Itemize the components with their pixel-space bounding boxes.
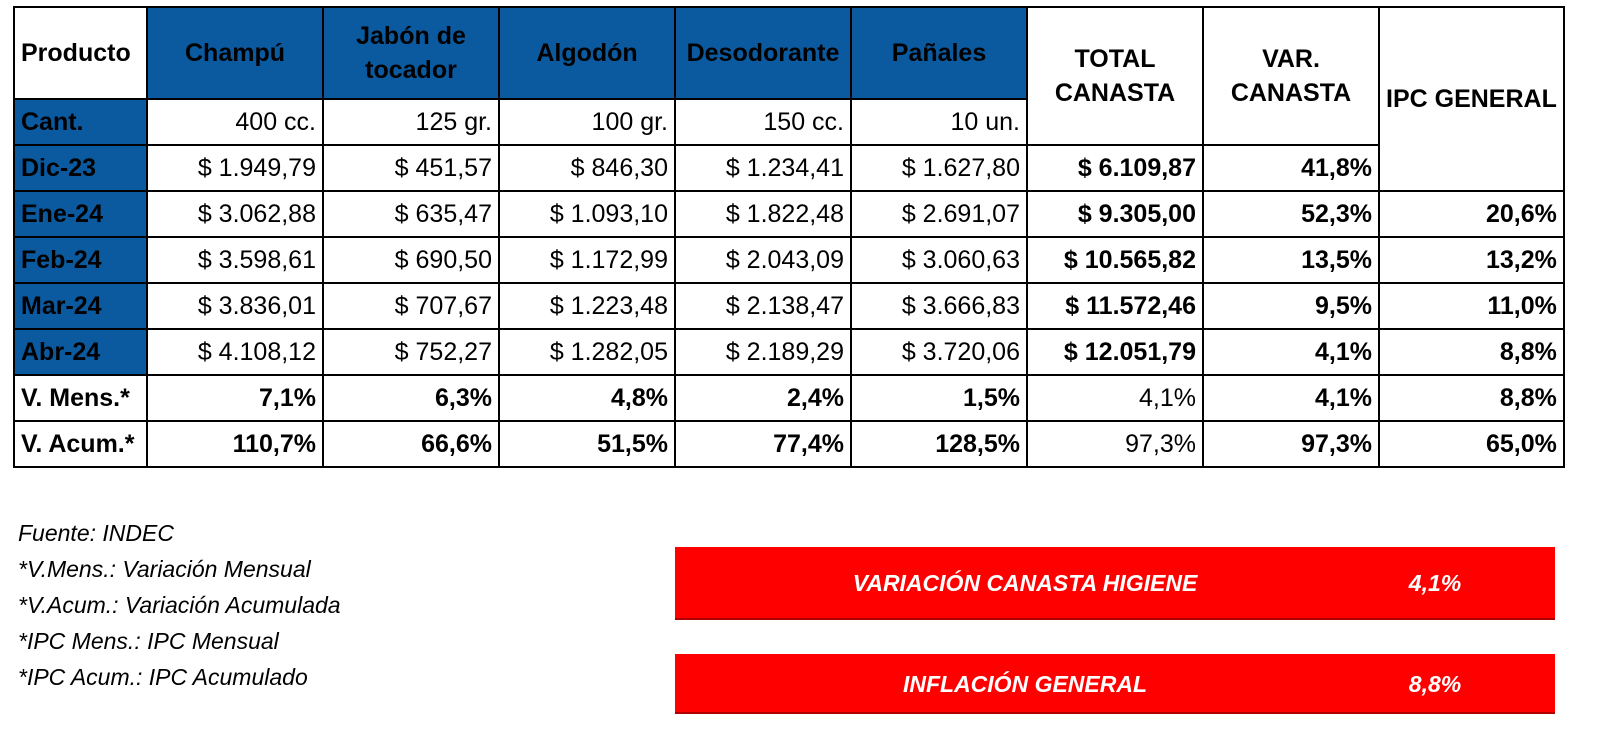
total-cell: $ 10.565,82 bbox=[1026, 236, 1204, 284]
total-cell: $ 12.051,79 bbox=[1026, 328, 1204, 376]
row-label: Dic-23 bbox=[13, 144, 148, 192]
footnote: *V.Acum.: Variación Acumulada bbox=[18, 592, 341, 618]
price-cell: $ 1.282,05 bbox=[498, 328, 676, 376]
v-acum-var: 97,3% bbox=[1202, 420, 1380, 468]
banner-label: INFLACIÓN GENERAL bbox=[902, 671, 1148, 697]
var-cell: 9,5% bbox=[1202, 282, 1380, 330]
price-cell: $ 707,67 bbox=[322, 282, 500, 330]
cant-value: 125 gr. bbox=[322, 98, 500, 146]
table-row: Dic-23 $ 1.949,79 $ 451,57 $ 846,30 $ 1.… bbox=[13, 144, 1564, 192]
v-mens-cell: 1,5% bbox=[850, 374, 1028, 422]
source-note: Fuente: INDEC bbox=[18, 520, 174, 546]
v-acum-total: 97,3% bbox=[1026, 420, 1204, 468]
inflation-banner: INFLACIÓN GENERAL 8,8% bbox=[675, 654, 1555, 714]
total-cell: $ 9.305,00 bbox=[1026, 190, 1204, 238]
header-product-champu: Champú bbox=[146, 6, 324, 100]
v-mens-total: 4,1% bbox=[1026, 374, 1204, 422]
var-cell: 52,3% bbox=[1202, 190, 1380, 238]
header-producto: Producto bbox=[13, 6, 148, 100]
price-cell: $ 846,30 bbox=[498, 144, 676, 192]
hygiene-basket-table: Producto Champú Jabón de tocador Algodón … bbox=[13, 6, 1565, 468]
v-mens-cell: 6,3% bbox=[322, 374, 500, 422]
v-acum-cell: 77,4% bbox=[674, 420, 852, 468]
price-cell: $ 1.949,79 bbox=[146, 144, 324, 192]
price-cell: $ 1.234,41 bbox=[674, 144, 852, 192]
v-acum-label: V. Acum.* bbox=[13, 420, 148, 468]
footnote: *IPC Acum.: IPC Acumulado bbox=[18, 664, 308, 690]
header-total-canasta: TOTAL CANASTA bbox=[1026, 6, 1204, 146]
price-cell: $ 451,57 bbox=[322, 144, 500, 192]
banner-label: VARIACIÓN CANASTA HIGIENE bbox=[852, 570, 1198, 596]
v-acum-row: V. Acum.* 110,7% 66,6% 51,5% 77,4% 128,5… bbox=[13, 420, 1565, 468]
v-mens-cell: 4,8% bbox=[498, 374, 676, 422]
v-acum-cell: 110,7% bbox=[146, 420, 324, 468]
header-product-jabon: Jabón de tocador bbox=[322, 6, 500, 100]
header-row: Producto Champú Jabón de tocador Algodón … bbox=[13, 6, 1565, 192]
v-mens-label: V. Mens.* bbox=[13, 374, 148, 422]
header-product-panales: Pañales bbox=[850, 6, 1028, 100]
row-label: Mar-24 bbox=[13, 282, 148, 330]
price-cell: $ 752,27 bbox=[322, 328, 500, 376]
price-cell: $ 2.691,07 bbox=[850, 190, 1028, 238]
header-product-desodorante: Desodorante bbox=[674, 6, 852, 100]
header-var-canasta: VAR. CANASTA bbox=[1202, 6, 1380, 146]
price-cell: $ 4.108,12 bbox=[146, 328, 324, 376]
v-mens-var: 4,1% bbox=[1202, 374, 1380, 422]
price-cell: $ 1.822,48 bbox=[674, 190, 852, 238]
var-cell: 41,8% bbox=[1202, 144, 1380, 192]
cant-value: 100 gr. bbox=[498, 98, 676, 146]
price-cell: $ 3.598,61 bbox=[146, 236, 324, 284]
table-row: Mar-24 $ 3.836,01 $ 707,67 $ 1.223,48 $ … bbox=[13, 282, 1565, 330]
table-row: Abr-24 $ 4.108,12 $ 752,27 $ 1.282,05 $ … bbox=[13, 328, 1565, 376]
header-product-algodon: Algodón bbox=[498, 6, 676, 100]
ipc-cell: 13,2% bbox=[1378, 236, 1565, 284]
price-cell: $ 1.627,80 bbox=[850, 144, 1028, 192]
cant-value: 10 un. bbox=[850, 98, 1028, 146]
footnote: *V.Mens.: Variación Mensual bbox=[18, 556, 311, 582]
price-cell: $ 635,47 bbox=[322, 190, 500, 238]
row-label: Ene-24 bbox=[13, 190, 148, 238]
header-ipc-general: IPC GENERAL bbox=[1378, 6, 1565, 192]
price-cell: $ 3.720,06 bbox=[850, 328, 1028, 376]
total-cell: $ 6.109,87 bbox=[1026, 144, 1204, 192]
price-cell: $ 3.062,88 bbox=[146, 190, 324, 238]
price-cell: $ 2.138,47 bbox=[674, 282, 852, 330]
ipc-cell: 8,8% bbox=[1378, 328, 1565, 376]
banner-value: 4,1% bbox=[1408, 570, 1462, 596]
price-cell: $ 1.172,99 bbox=[498, 236, 676, 284]
row-label: Feb-24 bbox=[13, 236, 148, 284]
price-cell: $ 2.043,09 bbox=[674, 236, 852, 284]
ipc-cell: 11,0% bbox=[1378, 282, 1565, 330]
price-cell: $ 3.666,83 bbox=[850, 282, 1028, 330]
table-row: Ene-24 $ 3.062,88 $ 635,47 $ 1.093,10 $ … bbox=[13, 190, 1565, 238]
v-mens-ipc: 8,8% bbox=[1378, 374, 1565, 422]
var-cell: 4,1% bbox=[1202, 328, 1380, 376]
v-acum-cell: 66,6% bbox=[322, 420, 500, 468]
footnotes: Fuente: INDEC *V.Mens.: Variación Mensua… bbox=[18, 515, 341, 695]
cant-value: 150 cc. bbox=[674, 98, 852, 146]
v-mens-cell: 7,1% bbox=[146, 374, 324, 422]
price-cell: $ 690,50 bbox=[322, 236, 500, 284]
price-cell: $ 1.093,10 bbox=[498, 190, 676, 238]
ipc-cell: 20,6% bbox=[1378, 190, 1565, 238]
cant-label: Cant. bbox=[13, 98, 148, 146]
total-cell: $ 11.572,46 bbox=[1026, 282, 1204, 330]
v-acum-cell: 51,5% bbox=[498, 420, 676, 468]
table-row: Feb-24 $ 3.598,61 $ 690,50 $ 1.172,99 $ … bbox=[13, 236, 1565, 284]
footnote: *IPC Mens.: IPC Mensual bbox=[18, 628, 279, 654]
v-mens-row: V. Mens.* 7,1% 6,3% 4,8% 2,4% 1,5% 4,1% … bbox=[13, 374, 1565, 422]
canasta-variation-banner: VARIACIÓN CANASTA HIGIENE 4,1% bbox=[675, 547, 1555, 620]
v-mens-cell: 2,4% bbox=[674, 374, 852, 422]
cant-value: 400 cc. bbox=[146, 98, 324, 146]
price-cell: $ 3.836,01 bbox=[146, 282, 324, 330]
price-cell: $ 1.223,48 bbox=[498, 282, 676, 330]
var-cell: 13,5% bbox=[1202, 236, 1380, 284]
banner-value: 8,8% bbox=[1408, 671, 1462, 697]
v-acum-cell: 128,5% bbox=[850, 420, 1028, 468]
row-label: Abr-24 bbox=[13, 328, 148, 376]
price-cell: $ 2.189,29 bbox=[674, 328, 852, 376]
price-cell: $ 3.060,63 bbox=[850, 236, 1028, 284]
cant-row: Cant. 400 cc. 125 gr. 100 gr. 150 cc. 10… bbox=[13, 98, 1564, 146]
v-acum-ipc: 65,0% bbox=[1378, 420, 1565, 468]
